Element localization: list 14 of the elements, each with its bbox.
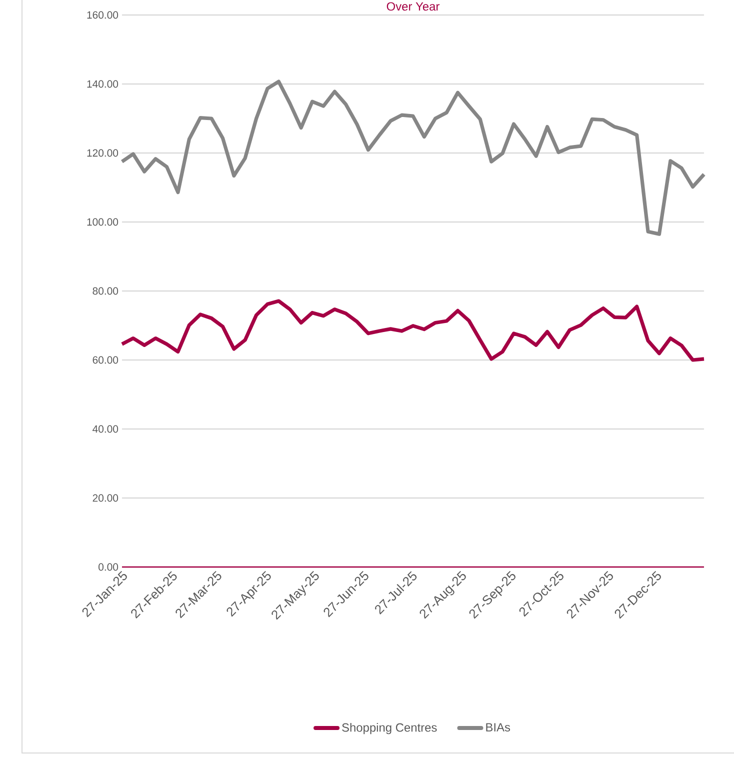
- legend-label: Shopping Centres: [342, 722, 437, 734]
- y-tick-label: 60.00: [92, 356, 118, 364]
- y-tick-label: 140.00: [87, 80, 118, 88]
- y-tick-label: 40.00: [92, 425, 118, 433]
- y-tick-label: 20.00: [92, 494, 118, 502]
- line-series: [120, 299, 706, 362]
- chart-title: Over Year: [386, 2, 440, 11]
- y-tick-label: 100.00: [87, 218, 118, 226]
- y-tick-label: 160.00: [87, 11, 118, 19]
- y-tick-label: 120.00: [87, 149, 118, 157]
- line-series: [120, 80, 706, 236]
- y-tick-label: 80.00: [92, 287, 118, 295]
- y-tick-label: 0.00: [98, 563, 118, 571]
- legend-label: BIAs: [486, 723, 510, 732]
